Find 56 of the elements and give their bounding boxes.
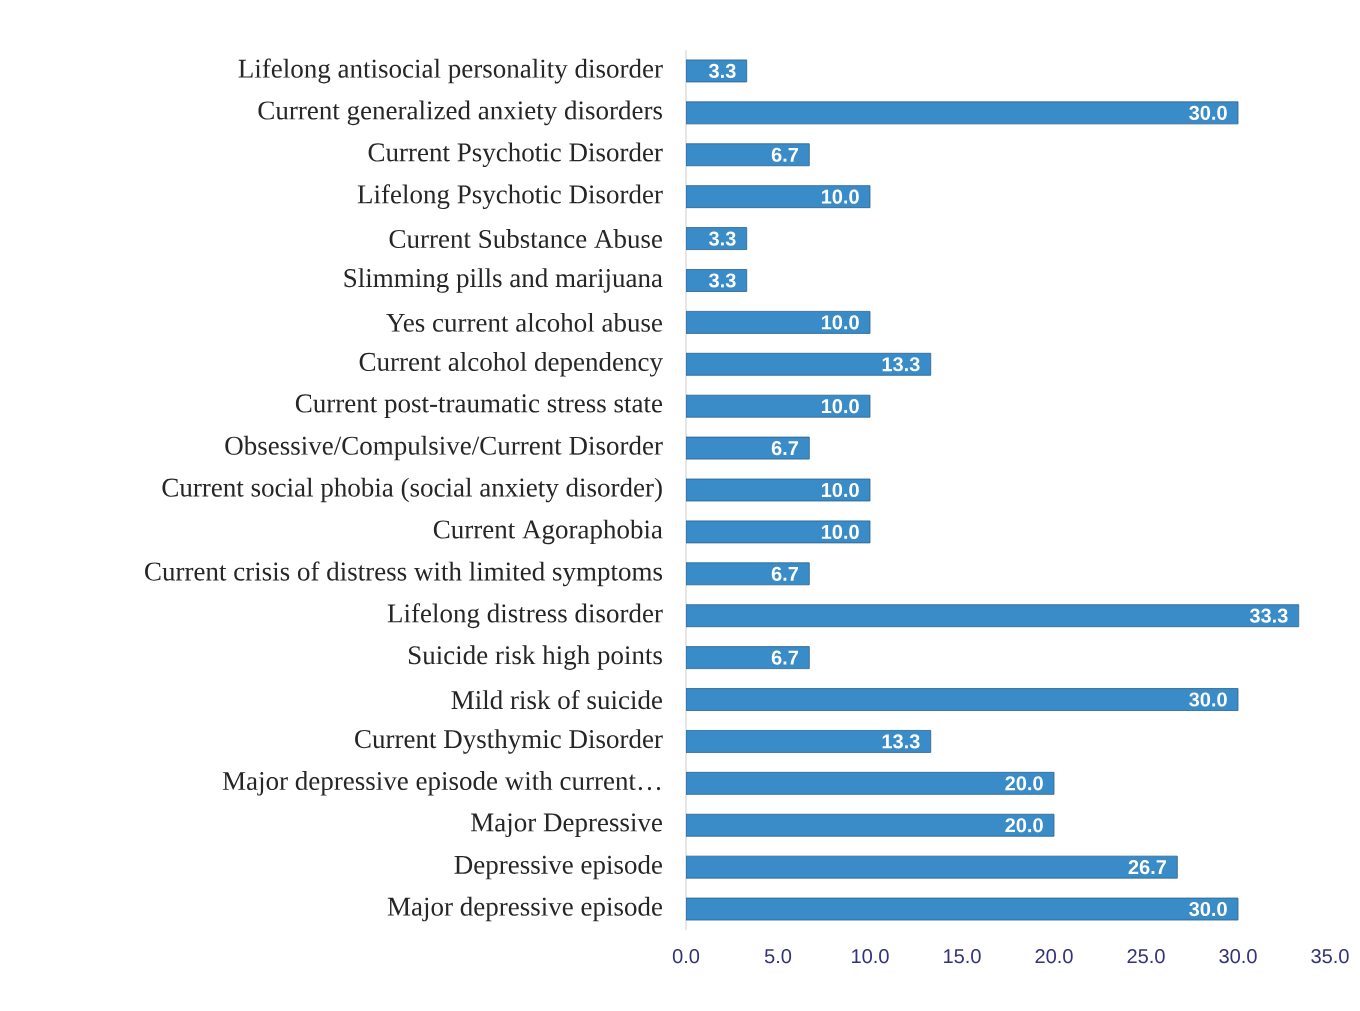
y-tick-label: Current Dysthymic Disorder [355, 729, 663, 754]
data-label: 6.7 [771, 147, 799, 162]
x-tick-label: 25.0 [1127, 949, 1165, 964]
y-tick-label: Lifelong Psychotic Disorder [357, 184, 663, 210]
data-label: 10.0 [821, 524, 859, 539]
bar [686, 730, 932, 753]
bar [686, 352, 932, 376]
data-label: 30.0 [1189, 901, 1227, 917]
y-tick-label: Current Psychotic Disorder [368, 142, 663, 168]
data-label: 3.3 [708, 231, 736, 246]
y-tick-label: Current Substance Abuse [389, 229, 662, 249]
data-label: 10.0 [821, 315, 859, 330]
y-tick-label: Lifelong distress disorder [387, 603, 663, 629]
data-label: 26.7 [1128, 860, 1167, 875]
y-tick-label: Current alcohol dependency [359, 352, 663, 377]
bar [686, 604, 1300, 628]
data-label: 10.0 [821, 399, 859, 414]
data-label: 3.3 [708, 63, 736, 79]
data-label: 3.3 [708, 273, 736, 288]
data-label: 30.0 [1189, 105, 1227, 120]
data-label: 10.0 [821, 189, 859, 204]
data-label: 6.7 [771, 441, 799, 456]
y-tick-label: Yes current alcohol abuse [386, 312, 662, 332]
data-label: 13.3 [882, 734, 920, 749]
data-label: 33.3 [1249, 608, 1288, 623]
y-tick-label: Major Depressive [471, 813, 662, 838]
x-tick-label: 35.0 [1311, 949, 1349, 964]
y-tick-label: Current post-traumatic stress state [295, 394, 663, 418]
y-tick-label: Major depressive episode with current… [222, 771, 661, 796]
x-tick-label: 10.0 [852, 949, 889, 964]
data-label: 20.0 [1005, 818, 1043, 833]
y-tick-label: Lifelong antisocial personality disorder [238, 58, 663, 84]
x-tick-label: 30.0 [1219, 949, 1257, 964]
y-tick-label: Current social phobia (social anxiety disorder) [162, 477, 662, 503]
data-label: 6.7 [771, 566, 799, 581]
y-tick-label: Slimming pills and marijuana [344, 268, 663, 293]
data-label: 30.0 [1189, 692, 1227, 707]
x-tick-label: 5.0 [764, 949, 792, 964]
y-tick-label: Major depressive episode [387, 896, 663, 922]
y-tick-label: Suicide risk high points [409, 645, 662, 670]
y-tick-label: Mild risk of suicide [451, 689, 662, 710]
data-label: 10.0 [821, 482, 859, 498]
data-label: 6.7 [771, 650, 799, 665]
bar [686, 688, 1239, 711]
y-tick-label: Current Agoraphobia [433, 519, 663, 545]
x-tick-label: 15.0 [944, 949, 981, 964]
bar [686, 813, 1055, 837]
x-tick-label: 0.0 [672, 949, 700, 964]
data-label: 13.3 [882, 357, 920, 372]
data-label: 20.0 [1005, 776, 1043, 791]
y-tick-label: Obsessive/Compulsive/Current Disorder [225, 435, 663, 461]
x-tick-label: 20.0 [1035, 949, 1073, 964]
y-tick-label: Current generalized anxiety disorders [258, 100, 663, 126]
bar [686, 771, 1055, 795]
y-tick-label: Current crisis of distress with limited symptoms [145, 561, 663, 587]
y-tick-label: Depressive episode [454, 854, 662, 880]
